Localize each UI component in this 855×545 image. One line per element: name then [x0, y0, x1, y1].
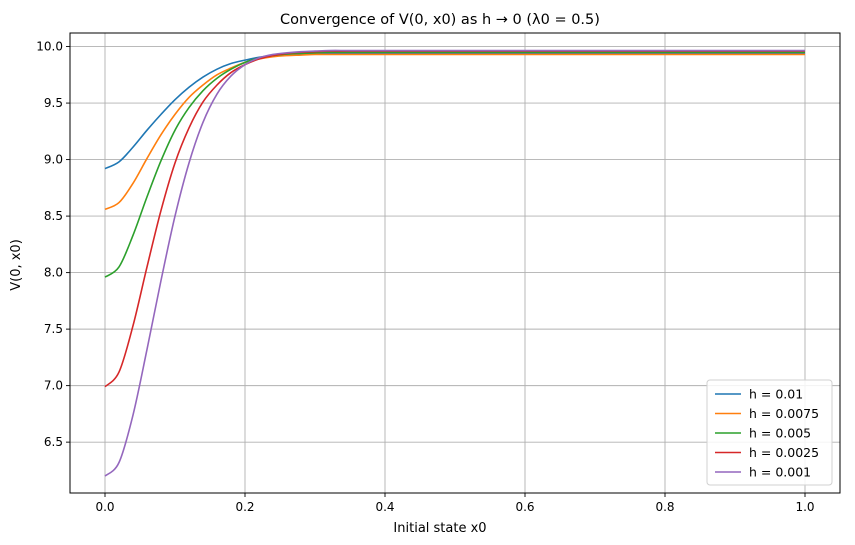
x-tick-label: 0.0	[95, 500, 114, 514]
y-tick-label: 7.0	[44, 379, 63, 393]
y-tick-label: 9.0	[44, 153, 63, 167]
y-axis-label: V(0, x0)	[9, 239, 24, 291]
series-line-4	[104, 49, 805, 477]
x-tick-label: 0.6	[515, 500, 534, 514]
y-tick-label: 6.5	[44, 435, 63, 449]
y-tick-label: 7.5	[44, 322, 63, 336]
y-tick-label: 10.0	[36, 40, 63, 54]
grid	[70, 33, 840, 493]
x-axis-ticks: 0.0 0.2 0.4 0.6 0.8 1.0	[95, 493, 815, 514]
y-tick-label: 8.0	[44, 266, 63, 280]
x-tick-label: 0.4	[375, 500, 394, 514]
chart-title: Convergence of V(0, x0) as h → 0 (λ0 = 0…	[280, 12, 600, 28]
legend-label: h = 0.005	[749, 426, 811, 441]
legend-label: h = 0.01	[749, 387, 803, 402]
legend-label: h = 0.001	[749, 465, 811, 480]
legend-label: h = 0.0075	[749, 406, 819, 421]
series-line-1	[104, 53, 805, 211]
y-tick-label: 9.5	[44, 96, 63, 110]
plot-frame	[69, 32, 841, 494]
series-lines	[104, 49, 805, 477]
y-tick-label: 8.5	[44, 209, 63, 223]
legend: h = 0.01 h = 0.0075 h = 0.005 h = 0.0025 h =…	[706, 379, 833, 486]
x-tick-label: 0.2	[235, 500, 254, 514]
x-tick-label: 0.8	[655, 500, 674, 514]
legend-label: h = 0.0025	[749, 445, 819, 460]
legend-box	[706, 379, 833, 486]
x-tick-label: 1.0	[795, 500, 814, 514]
y-axis-ticks: 6.5 7.0 7.5 8.0 8.5 9.0 9.5 10.0	[36, 40, 70, 449]
x-axis-label: Initial state x0	[393, 521, 486, 536]
